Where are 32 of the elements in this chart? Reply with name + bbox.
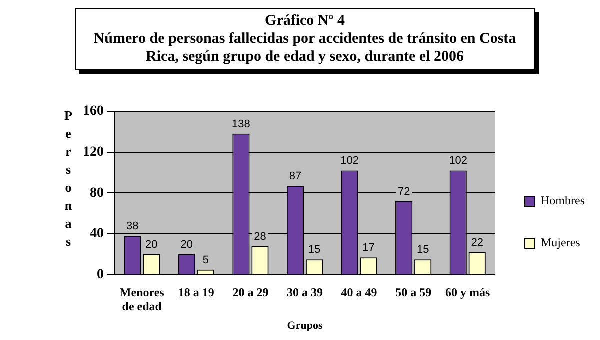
data-label: 72 — [398, 186, 410, 198]
data-label: 138 — [232, 118, 250, 130]
x-tick-label: 60 y más — [446, 285, 491, 300]
x-tick-label: 18 a 19 — [178, 285, 214, 300]
data-label: 102 — [449, 155, 468, 168]
x-axis-title: Grupos — [287, 320, 324, 332]
data-label: 102 — [340, 155, 359, 168]
data-label: 15 — [308, 244, 321, 256]
data-label: 15 — [416, 244, 430, 256]
legend-label: Hombres — [541, 194, 586, 208]
data-label: 28 — [254, 230, 266, 243]
x-tick-label: Menores de edad — [120, 285, 165, 314]
x-tick-label: 30 a 39 — [287, 285, 324, 300]
legend-label: Mujeres — [541, 236, 581, 250]
data-label: 20 — [146, 239, 158, 252]
data-label: 17 — [362, 242, 375, 254]
x-tick-label: 40 a 49 — [341, 285, 378, 300]
y-tick-label: 80 — [90, 186, 104, 201]
y-tick-label: 160 — [83, 104, 104, 120]
data-label: 20 — [180, 239, 194, 252]
data-label: 38 — [126, 220, 139, 233]
chart-subtitle: Número de personas fallecidas por accidentes de tránsito en Costa Rica, según grupo de edad y sexo, durante el 2006 — [92, 30, 518, 66]
chart-title: Gráfico Nº 4 — [264, 12, 346, 30]
y-tick-label: 0 — [97, 268, 104, 283]
y-tick-label: 120 — [83, 144, 104, 160]
y-tick-label: 40 — [90, 226, 104, 242]
data-label: 22 — [471, 237, 484, 250]
x-tick-label: 20 a 29 — [232, 285, 269, 300]
data-label: 87 — [289, 170, 302, 183]
data-label: 5 — [202, 254, 209, 266]
y-axis-title: Personas — [60, 108, 76, 252]
x-tick-label: 50 a 59 — [396, 285, 432, 300]
